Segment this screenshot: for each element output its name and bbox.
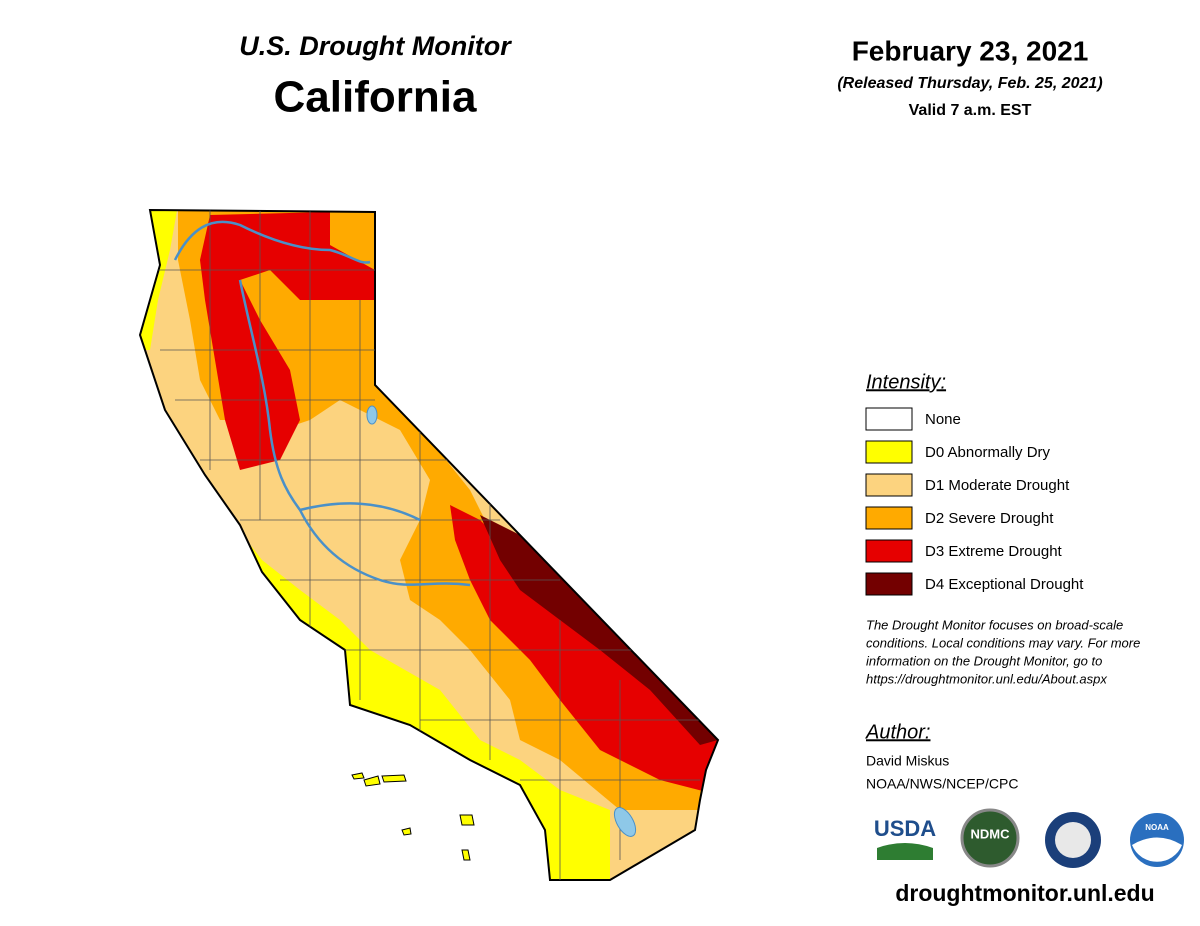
note-line: information on the Drought Monitor, go t… (866, 653, 1102, 668)
logos: USDA NDMC NOAA (874, 808, 1184, 868)
legend-label: None (925, 411, 961, 428)
region: California (274, 73, 477, 122)
legend-label: D0 Abnormally Dry (925, 444, 1051, 461)
note: The Drought Monitor focuses on broad-sca… (866, 617, 1140, 686)
legend-label: D4 Exceptional Drought (925, 576, 1084, 593)
note-line: conditions. Local conditions may vary. F… (866, 635, 1140, 650)
legend-title: Intensity: (866, 371, 946, 393)
legend-swatch (865, 473, 913, 497)
release-date: (Released Thursday, Feb. 25, 2021) (837, 75, 1102, 92)
author-title: Author: (865, 721, 930, 743)
legend-label: D1 Moderate Drought (925, 477, 1070, 494)
california-map (138, 208, 720, 881)
ndmc-logo: NDMC (971, 826, 1011, 841)
title: U.S. Drought Monitor (239, 31, 512, 61)
legend-swatch (865, 572, 913, 596)
legend-label: D3 Extreme Drought (925, 543, 1063, 560)
note-line: https://droughtmonitor.unl.edu/About.asp… (866, 671, 1107, 686)
legend-label: D2 Severe Drought (925, 510, 1054, 527)
valid-time: Valid 7 a.m. EST (909, 102, 1032, 119)
author-org: NOAA/NWS/NCEP/CPC (866, 776, 1018, 792)
legend: Intensity: None D0 Abnormally Dry D1 Moder… (865, 371, 1084, 596)
usda-logo: USDA (874, 816, 936, 841)
author-name: David Miskus (866, 753, 949, 769)
legend-swatch (865, 506, 913, 530)
footer-url: droughtmonitor.unl.edu (895, 880, 1154, 906)
note-line: The Drought Monitor focuses on broad-sca… (866, 617, 1123, 632)
legend-swatch (865, 539, 913, 563)
noaa-logo: NOAA (1145, 823, 1169, 832)
legend-swatch (865, 407, 913, 431)
legend-swatch (865, 440, 913, 464)
map-date: February 23, 2021 (852, 35, 1089, 66)
